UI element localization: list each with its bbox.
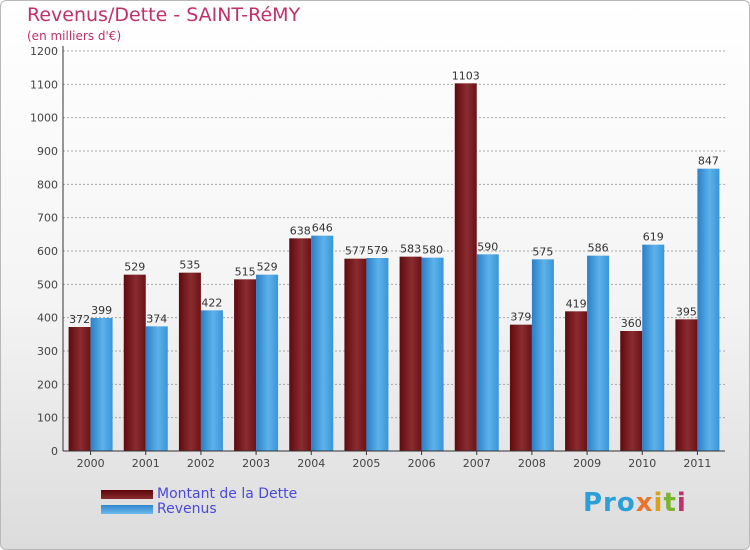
x-tick-label: 2004 [297,457,325,470]
data-label-debt: 372 [69,313,90,326]
bar-debt [399,256,422,451]
bar-revenue [366,258,389,451]
bar-debt [234,279,257,451]
x-tick-label: 2000 [77,457,105,470]
data-label-debt: 379 [510,311,531,324]
y-tick-label: 100 [37,412,58,425]
proxiti-logo: Proxiti [583,488,687,518]
y-tick-label: 0 [51,445,58,458]
y-tick-label: 1100 [30,78,58,91]
data-label-debt: 419 [566,297,587,310]
bar-debt [675,319,698,451]
legend-swatch-revenue [101,505,153,514]
bar-debt [68,327,91,451]
bar-revenue [421,257,444,451]
y-tick-label: 500 [37,278,58,291]
data-label-revenue: 586 [588,242,609,255]
data-label-debt: 1103 [452,69,480,82]
y-tick-label: 900 [37,145,58,158]
x-tick-label: 2011 [683,457,711,470]
data-label-debt: 529 [124,261,145,274]
bar-revenue [697,168,720,451]
data-label-revenue: 847 [698,155,719,168]
bar-revenue [531,259,554,451]
bar-revenue [642,244,665,451]
bar-debt [565,311,588,451]
x-tick-label: 2003 [242,457,270,470]
x-tick-label: 2002 [187,457,215,470]
bar-debt [289,238,312,451]
data-label-revenue: 374 [146,312,167,325]
data-label-debt: 583 [400,243,421,256]
y-tick-label: 200 [37,378,58,391]
data-label-revenue: 619 [643,231,664,244]
bar-revenue [311,235,334,451]
bar-revenue [90,318,113,451]
data-label-revenue: 575 [532,245,553,258]
data-label-debt: 360 [621,317,642,330]
bar-revenue [200,310,223,451]
bar-debt [509,324,532,451]
bar-revenue [256,274,279,451]
data-label-debt: 535 [179,259,200,272]
data-label-revenue: 579 [367,244,388,257]
chart-title: Revenus/Dette - SAINT-RéMY [27,4,301,26]
x-tick-label: 2006 [408,457,436,470]
bar-debt [620,331,643,451]
y-tick-label: 400 [37,312,58,325]
y-tick-label: 700 [37,212,58,225]
x-tick-label: 2005 [352,457,380,470]
y-tick-label: 300 [37,345,58,358]
bar-revenue [476,254,499,451]
data-label-revenue: 529 [257,261,278,274]
data-label-debt: 638 [290,224,311,237]
x-tick-label: 2007 [463,457,491,470]
x-tick-label: 2008 [518,457,546,470]
y-tick-label: 1000 [30,112,58,125]
y-tick-label: 800 [37,178,58,191]
y-tick-label: 600 [37,245,58,258]
bar-debt [178,272,201,451]
data-label-revenue: 422 [201,296,222,309]
bar-debt [344,258,367,451]
data-label-revenue: 646 [312,222,333,235]
legend-label-revenue: Revenus [157,501,217,517]
x-tick-label: 2009 [573,457,601,470]
x-tick-label: 2010 [628,457,656,470]
y-tick-label: 1200 [30,45,58,58]
data-label-revenue: 580 [422,244,443,257]
data-label-debt: 577 [345,245,366,258]
data-label-debt: 395 [676,305,697,318]
bar-debt [454,83,477,451]
chart-subtitle: (en milliers d'€) [27,29,122,43]
data-label-revenue: 399 [91,304,112,317]
data-label-revenue: 590 [477,240,498,253]
bar-revenue [587,255,610,451]
legend-swatch-debt [101,490,153,499]
bar-debt [123,274,146,451]
data-label-debt: 515 [235,265,256,278]
x-tick-label: 2001 [132,457,160,470]
legend-label-debt: Montant de la Dette [157,486,298,502]
bar-revenue [145,326,168,451]
